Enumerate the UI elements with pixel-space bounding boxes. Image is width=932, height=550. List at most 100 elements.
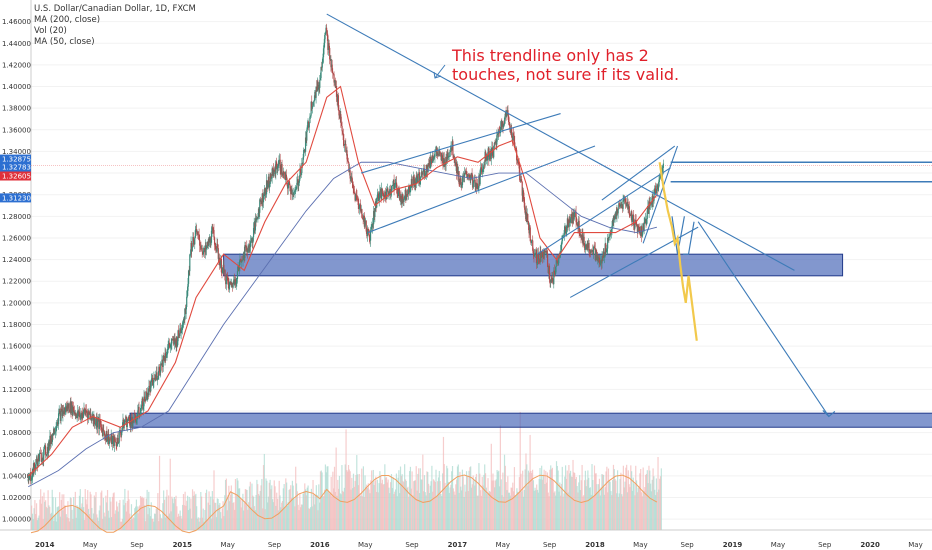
candle-body: [312, 102, 314, 108]
volume-bar: [149, 508, 151, 530]
candle-body: [539, 251, 541, 263]
volume-bar: [104, 516, 106, 530]
candle-body: [543, 249, 545, 258]
volume-bar: [306, 487, 308, 530]
candle-body: [324, 32, 326, 35]
candle-body: [235, 281, 237, 285]
candle-body: [655, 188, 658, 194]
candle-body: [370, 227, 372, 231]
volume-bar: [598, 478, 601, 530]
candle-body: [372, 223, 374, 225]
candle-body: [255, 218, 257, 221]
candle-body: [118, 431, 120, 443]
volume-bar: [621, 496, 624, 530]
y-tick-label: 1.42000: [2, 61, 31, 69]
candle-body: [438, 153, 440, 155]
candle-body: [353, 188, 355, 193]
volume-bar: [99, 505, 101, 530]
candle-body: [553, 270, 555, 285]
volume-bar: [465, 471, 468, 530]
candle-body: [204, 248, 206, 253]
candle-body: [584, 245, 586, 250]
candle-body: [217, 248, 219, 259]
volume-bar: [357, 485, 360, 530]
volume-bar: [526, 464, 528, 530]
candle-body: [456, 166, 458, 174]
candle-body: [365, 220, 367, 222]
candle-body: [416, 175, 418, 177]
volume-bar: [660, 468, 662, 530]
candle-body: [95, 423, 97, 425]
candle-body: [35, 459, 37, 465]
candle-body: [100, 423, 102, 425]
volume-bar: [392, 477, 394, 530]
candle-body: [86, 412, 88, 414]
volume-bar: [308, 508, 310, 530]
candle-body: [393, 179, 395, 190]
trendline: [697, 221, 830, 417]
candle-body: [233, 279, 235, 285]
volume-bar: [560, 483, 563, 530]
candle-body: [431, 155, 434, 163]
volume-bar: [515, 495, 517, 530]
x-tick-label: Sep: [543, 541, 557, 549]
candle-body: [33, 462, 35, 475]
candle-body: [36, 459, 38, 462]
volume-bar: [159, 514, 161, 530]
volume-bar: [61, 494, 63, 530]
volume-bar: [125, 502, 127, 530]
volume-bar: [32, 519, 34, 530]
candle-body: [584, 247, 586, 250]
volume-bar: [421, 479, 423, 530]
candle-body: [475, 182, 478, 189]
zigzag-arrow: [683, 221, 695, 255]
candle-body: [236, 271, 239, 280]
candle-body: [199, 239, 201, 246]
volume-bar: [210, 496, 212, 530]
volume-bar: [503, 496, 505, 530]
candle-body: [656, 185, 658, 189]
candle-body: [241, 259, 243, 263]
volume-bar: [527, 470, 530, 530]
x-tick-label: May: [908, 541, 922, 549]
candle-body: [328, 42, 330, 48]
candle-body: [503, 123, 505, 126]
candle-body: [589, 250, 591, 252]
volume-bar: [626, 464, 628, 530]
volume-bar: [476, 495, 478, 530]
candle-body: [256, 217, 258, 219]
candle-body: [342, 133, 344, 141]
candle-body: [137, 410, 139, 418]
candle-body: [316, 81, 318, 92]
volume-bar: [305, 495, 308, 530]
x-tick-label: May: [358, 541, 372, 549]
volume-bar: [630, 465, 632, 530]
candle-body: [227, 280, 229, 283]
candle-body: [347, 160, 349, 163]
candle-body: [110, 433, 112, 440]
candle-body: [467, 175, 469, 177]
candle-body: [657, 186, 659, 191]
volume-bar: [454, 494, 456, 530]
candle-body: [403, 198, 405, 203]
candle-body: [269, 174, 271, 184]
candle-body: [527, 214, 529, 222]
volume-bar: [596, 484, 598, 530]
volume-bar: [545, 470, 547, 530]
volume-bar: [657, 457, 659, 530]
candle-body: [98, 419, 101, 429]
candle-body: [215, 246, 217, 251]
candle-body: [379, 191, 381, 198]
candle-body: [381, 188, 383, 199]
candle-body: [366, 231, 368, 237]
candle-body: [304, 149, 306, 152]
chart-legend: U.S. Dollar/Canadian Dollar, 1D, FXCM MA…: [34, 4, 196, 48]
candle-body: [57, 422, 59, 425]
candle-body: [573, 212, 575, 220]
volume-bar: [66, 517, 68, 530]
volume-bar: [347, 465, 350, 530]
volume-bar: [553, 492, 555, 530]
volume-bar: [147, 514, 149, 530]
candle-body: [392, 179, 395, 186]
candle-body: [397, 188, 400, 197]
